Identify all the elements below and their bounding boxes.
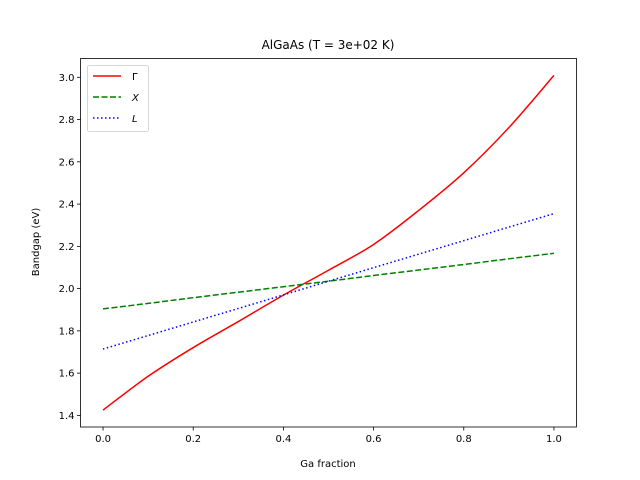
series-line-l <box>102 212 555 350</box>
legend-label: Γ <box>132 72 138 83</box>
x-tick-label: 0.8 <box>456 434 472 445</box>
y-tick-label: 1.8 <box>59 326 75 337</box>
y-tick-label: 2.8 <box>59 115 75 126</box>
x-axis-label: Ga fraction <box>300 459 355 470</box>
y-tick-label: 1.6 <box>59 369 75 380</box>
y-tick-label: 1.4 <box>59 411 75 422</box>
x-tick-label: 0.0 <box>95 434 111 445</box>
chart-title: AlGaAs (T = 3e+02 K) <box>262 38 395 52</box>
y-tick-label: 3.0 <box>59 73 75 84</box>
y-axis-label: Bandgap (eV) <box>31 208 42 277</box>
legend-label: L <box>132 114 138 125</box>
y-tick-label: 2.2 <box>59 242 75 253</box>
legend: ΓXL <box>87 65 149 132</box>
series-line-x <box>102 252 555 310</box>
y-tick-label: 2.0 <box>59 284 75 295</box>
legend-label: X <box>131 93 140 104</box>
y-tick-label: 2.4 <box>59 200 75 211</box>
axes-frame <box>80 58 577 428</box>
x-tick-label: 0.6 <box>366 434 382 445</box>
x-tick-label: 1.0 <box>546 434 562 445</box>
y-tick-label: 2.6 <box>59 157 75 168</box>
x-tick-label: 0.2 <box>185 434 201 445</box>
series-line-gamma <box>102 74 555 411</box>
x-tick-label: 0.4 <box>275 434 291 445</box>
legend-box <box>87 65 149 132</box>
